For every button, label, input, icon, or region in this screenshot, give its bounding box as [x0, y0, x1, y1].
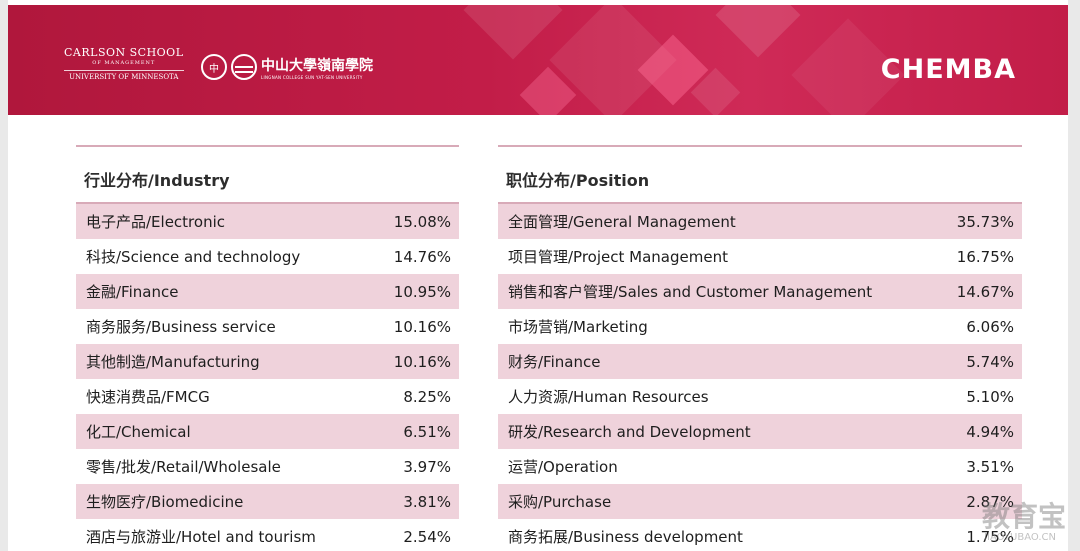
row-percent: 3.51% — [966, 457, 1014, 476]
table-row: 采购/Purchase 2.87% — [498, 484, 1022, 519]
position-table: 全面管理/General Management 35.73% 项目管理/Proje… — [498, 204, 1022, 551]
row-percent: 8.25% — [403, 387, 451, 406]
table-row: 酒店与旅游业/Hotel and tourism 2.54% — [76, 519, 459, 551]
row-label: 人力资源/Human Resources — [508, 388, 709, 406]
carlson-line1: CARLSON SCHOOL — [64, 46, 184, 59]
table-row: 金融/Finance 10.95% — [76, 274, 459, 309]
table-row: 化工/Chemical 6.51% — [76, 414, 459, 449]
lingnan-logo: 中 中山大學嶺南學院 LINGNAN COLLEGE SUN YAT-SEN U… — [201, 50, 373, 84]
lingnan-emblem-icon — [231, 54, 257, 80]
position-section: 职位分布/Position 全面管理/General Management 35.… — [498, 145, 1022, 551]
divider — [498, 145, 1022, 147]
table-row: 研发/Research and Development 4.94% — [498, 414, 1022, 449]
row-label: 酒店与旅游业/Hotel and tourism — [86, 528, 316, 546]
row-label: 电子产品/Electronic — [86, 213, 225, 231]
row-label: 金融/Finance — [86, 283, 179, 301]
row-percent: 6.06% — [966, 317, 1014, 336]
position-title: 职位分布/Position — [506, 171, 650, 190]
row-percent: 2.54% — [403, 527, 451, 546]
table-row: 项目管理/Project Management 16.75% — [498, 239, 1022, 274]
decor-diamond — [715, 5, 801, 58]
lingnan-name-cn: 中山大學嶺南學院 — [261, 57, 373, 74]
row-percent: 10.16% — [393, 352, 451, 371]
row-label: 化工/Chemical — [86, 423, 191, 441]
chemba-logo: CHEMBA — [880, 54, 1016, 85]
divider — [76, 202, 459, 204]
row-percent: 15.08% — [393, 212, 451, 231]
carlson-line2: OF MANAGEMENT — [92, 60, 156, 66]
table-row: 电子产品/Electronic 15.08% — [76, 204, 459, 239]
row-label: 商务服务/Business service — [86, 318, 276, 336]
row-label: 销售和客户管理/Sales and Customer Management — [508, 283, 873, 301]
header-banner: CARLSON SCHOOL OF MANAGEMENT UNIVERSITY … — [8, 5, 1068, 115]
table-row: 商务服务/Business service 10.16% — [76, 309, 459, 344]
table-row: 商务拓展/Business development 1.75% — [498, 519, 1022, 551]
row-percent: 4.94% — [966, 422, 1014, 441]
row-label: 快速消费品/FMCG — [86, 388, 210, 406]
divider — [76, 145, 459, 147]
table-row: 销售和客户管理/Sales and Customer Management 14.… — [498, 274, 1022, 309]
table-row: 人力资源/Human Resources 5.10% — [498, 379, 1022, 414]
row-percent: 14.67% — [956, 282, 1014, 301]
university-seal-icon: 中 — [201, 54, 227, 80]
lingnan-name-en: LINGNAN COLLEGE SUN YAT-SEN UNIVERSITY — [261, 74, 363, 80]
watermark-url: JIAOYUBAO.CN — [984, 532, 1056, 543]
table-row: 市场营销/Marketing 6.06% — [498, 309, 1022, 344]
row-label: 其他制造/Manufacturing — [86, 353, 260, 371]
row-label: 财务/Finance — [508, 353, 601, 371]
row-label: 科技/Science and technology — [86, 248, 301, 266]
industry-title: 行业分布/Industry — [84, 171, 230, 190]
row-percent: 14.76% — [393, 247, 451, 266]
row-label: 研发/Research and Development — [508, 423, 751, 441]
carlson-line3: UNIVERSITY OF MINNESOTA — [64, 70, 184, 81]
industry-section: 行业分布/Industry 电子产品/Electronic 15.08% 科技/S… — [76, 145, 459, 551]
row-label: 生物医疗/Biomedicine — [86, 493, 244, 511]
row-percent: 3.81% — [403, 492, 451, 511]
row-label: 采购/Purchase — [508, 493, 612, 511]
row-percent: 1.75% — [966, 527, 1014, 546]
row-percent: 10.16% — [393, 317, 451, 336]
row-label: 全面管理/General Management — [508, 213, 736, 231]
table-row: 生物医疗/Biomedicine 3.81% — [76, 484, 459, 519]
table-row: 运营/Operation 3.51% — [498, 449, 1022, 484]
row-label: 项目管理/Project Management — [508, 248, 728, 266]
industry-table: 电子产品/Electronic 15.08% 科技/Science and tec… — [76, 204, 459, 551]
row-label: 零售/批发/Retail/Wholesale — [86, 458, 281, 476]
row-label: 市场营销/Marketing — [508, 318, 648, 336]
row-percent: 5.74% — [966, 352, 1014, 371]
table-row: 快速消费品/FMCG 8.25% — [76, 379, 459, 414]
row-label: 运营/Operation — [508, 458, 618, 476]
row-percent: 16.75% — [956, 247, 1014, 266]
slide: CARLSON SCHOOL OF MANAGEMENT UNIVERSITY … — [8, 0, 1068, 551]
row-percent: 2.87% — [966, 492, 1014, 511]
table-row: 科技/Science and technology 14.76% — [76, 239, 459, 274]
row-percent: 10.95% — [393, 282, 451, 301]
table-row: 财务/Finance 5.74% — [498, 344, 1022, 379]
table-row: 其他制造/Manufacturing 10.16% — [76, 344, 459, 379]
row-percent: 35.73% — [956, 212, 1014, 231]
watermark-logo: 教育宝 — [981, 500, 1066, 533]
divider — [498, 202, 1022, 204]
decor-diamond — [463, 5, 563, 60]
carlson-logo: CARLSON SCHOOL OF MANAGEMENT UNIVERSITY … — [64, 46, 184, 81]
table-row: 零售/批发/Retail/Wholesale 3.97% — [76, 449, 459, 484]
row-percent: 5.10% — [966, 387, 1014, 406]
table-row: 全面管理/General Management 35.73% — [498, 204, 1022, 239]
row-label: 商务拓展/Business development — [508, 528, 743, 546]
row-percent: 6.51% — [403, 422, 451, 441]
row-percent: 3.97% — [403, 457, 451, 476]
